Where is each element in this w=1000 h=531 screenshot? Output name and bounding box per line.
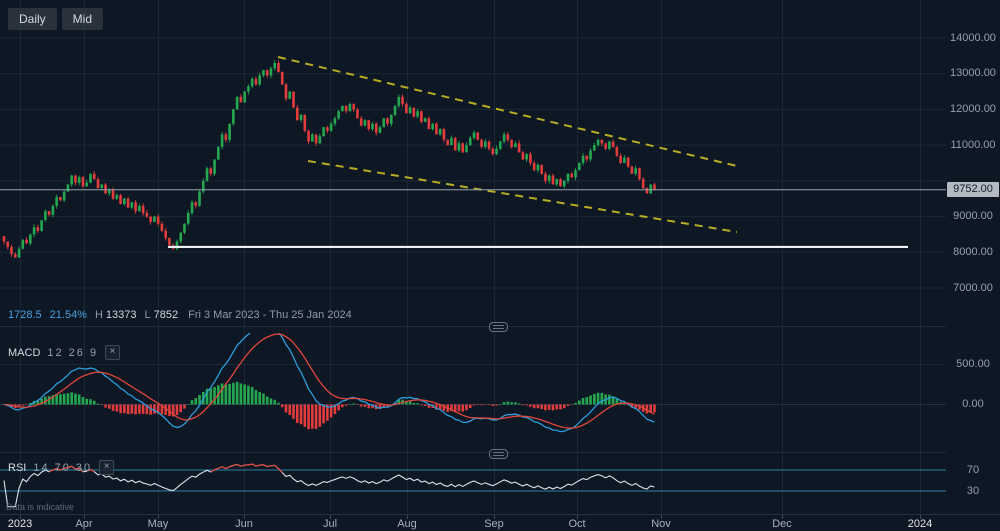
chart-stats: 1728.5 21.54% H 13373 L 7852 Fri 3 Mar 2… (8, 309, 352, 321)
data-indicative-note: Data is indicative (6, 502, 75, 512)
time-axis-label: Oct (568, 518, 586, 530)
high-value: 13373 (105, 309, 137, 321)
timeframe-button[interactable]: Daily (8, 8, 57, 30)
rsi-axis-label: 30 (966, 484, 980, 497)
price-axis[interactable]: 14000.00 13000.00 12000.00 11000.00 9000.00 8… (946, 0, 1000, 513)
rsi-axis-label: 70 (966, 463, 980, 476)
time-axis-label: Sep (484, 518, 504, 530)
time-axis-label: Apr (75, 518, 93, 530)
time-axis-label: Jun (235, 518, 253, 530)
price-axis-label: 7000.00 (953, 281, 993, 294)
panel-resize-handle-macd[interactable] (489, 322, 508, 332)
price-axis-label: 9000.00 (953, 210, 993, 223)
time-axis-label: Aug (397, 518, 417, 530)
change-percent: 21.54% (49, 309, 87, 321)
change-value: 1728.5 (8, 309, 42, 321)
price-axis-label: 12000.00 (950, 102, 996, 115)
time-axis[interactable]: 2023 Apr May Jun Jul Aug Sep Oct Nov Dec 2024 (0, 514, 1000, 531)
macd-params: 12 26 9 (47, 346, 99, 359)
time-axis-label: May (147, 518, 169, 530)
date-range: Fri 3 Mar 2023 - Thu 25 Jan 2024 (188, 309, 352, 321)
macd-title: MACD (8, 346, 41, 359)
macd-close-icon[interactable]: × (105, 345, 121, 360)
low-value: 7852 (153, 309, 179, 321)
macd-indicator-label: MACD 12 26 9 × (8, 345, 121, 360)
price-type-button[interactable]: Mid (61, 8, 104, 30)
macd-axis-label: 0.00 (962, 398, 984, 410)
panel-resize-handle-rsi[interactable] (489, 449, 508, 459)
rsi-indicator-label: RSI 14 70 30 × (8, 460, 115, 475)
low-label: L (144, 309, 151, 321)
macd-axis-label: 500.00 (956, 358, 990, 370)
current-price-tag: 9752.00 (947, 182, 999, 198)
rsi-title: RSI (8, 461, 27, 474)
price-axis-label: 14000.00 (950, 31, 996, 44)
toolbar: Daily Mid (8, 8, 104, 30)
price-axis-label: 13000.00 (950, 67, 996, 80)
price-axis-label: 8000.00 (953, 245, 993, 258)
time-axis-label: 2023 (7, 518, 33, 530)
high-label: H (94, 309, 103, 321)
time-axis-label: Jul (322, 518, 338, 530)
time-axis-label: 2024 (907, 518, 933, 530)
rsi-close-icon[interactable]: × (99, 460, 115, 475)
rsi-params: 14 70 30 (33, 461, 93, 474)
time-axis-label: Dec (772, 518, 792, 530)
time-axis-label: Nov (651, 518, 671, 530)
price-axis-label: 11000.00 (950, 138, 996, 151)
